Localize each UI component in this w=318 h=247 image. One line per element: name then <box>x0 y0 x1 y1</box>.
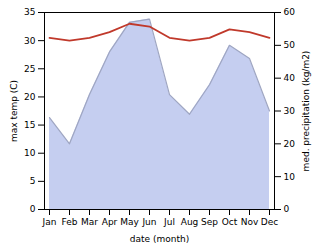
svg-text:Jun: Jun <box>141 217 156 227</box>
svg-text:60: 60 <box>284 7 296 17</box>
svg-text:Oct: Oct <box>222 217 238 227</box>
svg-text:40: 40 <box>284 73 296 83</box>
svg-text:10: 10 <box>284 172 296 182</box>
svg-text:max temp (C): max temp (C) <box>9 80 19 142</box>
svg-text:Jul: Jul <box>163 217 175 227</box>
svg-text:med. precipitation (kg/m2): med. precipitation (kg/m2) <box>301 51 311 172</box>
svg-text:0: 0 <box>30 204 36 214</box>
svg-text:20: 20 <box>24 92 36 102</box>
svg-text:5: 5 <box>30 176 36 186</box>
svg-text:May: May <box>120 217 139 227</box>
svg-text:30: 30 <box>24 36 36 46</box>
svg-text:Dec: Dec <box>261 217 278 227</box>
svg-text:0: 0 <box>284 204 290 214</box>
svg-text:30: 30 <box>284 106 296 116</box>
svg-text:15: 15 <box>24 120 35 130</box>
svg-text:25: 25 <box>24 64 35 74</box>
svg-text:10: 10 <box>24 148 36 158</box>
svg-text:50: 50 <box>284 40 296 50</box>
svg-text:20: 20 <box>284 139 296 149</box>
svg-text:Nov: Nov <box>241 217 259 227</box>
svg-text:Apr: Apr <box>102 217 118 227</box>
svg-text:date (month): date (month) <box>130 234 189 244</box>
svg-text:Aug: Aug <box>181 217 199 227</box>
svg-text:35: 35 <box>24 7 35 17</box>
svg-text:Mar: Mar <box>81 217 98 227</box>
svg-text:Feb: Feb <box>62 217 78 227</box>
svg-text:Jan: Jan <box>42 217 57 227</box>
svg-text:Sep: Sep <box>201 217 218 227</box>
